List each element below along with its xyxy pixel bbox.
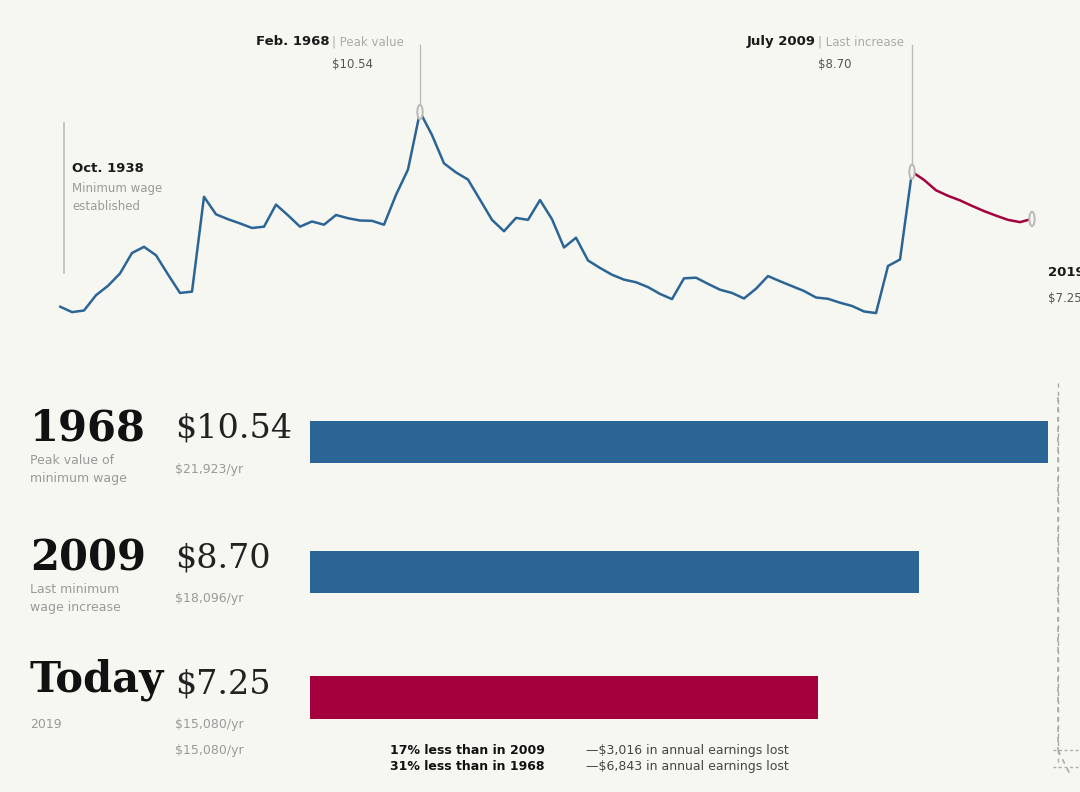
Circle shape (1029, 211, 1035, 226)
Text: $7.25: $7.25 (175, 668, 271, 700)
Bar (310, 550, 919, 593)
Text: Oct. 1938: Oct. 1938 (72, 162, 144, 175)
Circle shape (909, 165, 915, 179)
Text: | Peak value: | Peak value (333, 36, 404, 48)
Text: $15,080/yr: $15,080/yr (175, 744, 244, 756)
Text: 2019: 2019 (30, 718, 62, 731)
Text: $10.54: $10.54 (333, 58, 374, 71)
Bar (310, 676, 818, 718)
Text: Peak value of
minimum wage: Peak value of minimum wage (30, 454, 126, 485)
Text: 17% less than in 2009: 17% less than in 2009 (390, 744, 545, 756)
Text: $10.54: $10.54 (175, 413, 292, 445)
Text: Last minimum
wage increase: Last minimum wage increase (30, 583, 121, 614)
Text: | Last increase: | Last increase (819, 36, 904, 48)
Text: $8.70: $8.70 (175, 543, 271, 574)
Text: Today: Today (30, 659, 164, 702)
Text: $21,923/yr: $21,923/yr (175, 463, 243, 476)
Text: $8.70: $8.70 (819, 58, 852, 71)
Text: 2009: 2009 (30, 537, 146, 580)
Text: 2019: 2019 (1048, 266, 1080, 279)
Text: 1968: 1968 (30, 408, 146, 450)
Text: —$3,016 in annual earnings lost: —$3,016 in annual earnings lost (586, 744, 788, 756)
Text: $15,080/yr: $15,080/yr (175, 718, 244, 731)
Text: 31% less than in 1968: 31% less than in 1968 (390, 760, 544, 773)
Circle shape (417, 105, 422, 119)
Bar (310, 421, 1048, 463)
Text: —$6,843 in annual earnings lost: —$6,843 in annual earnings lost (586, 760, 788, 773)
Text: July 2009: July 2009 (747, 36, 816, 48)
Text: $18,096/yr: $18,096/yr (175, 592, 243, 605)
Text: $7.25: $7.25 (1048, 292, 1080, 305)
Text: Feb. 1968: Feb. 1968 (256, 36, 330, 48)
Text: Minimum wage
established: Minimum wage established (72, 181, 162, 212)
